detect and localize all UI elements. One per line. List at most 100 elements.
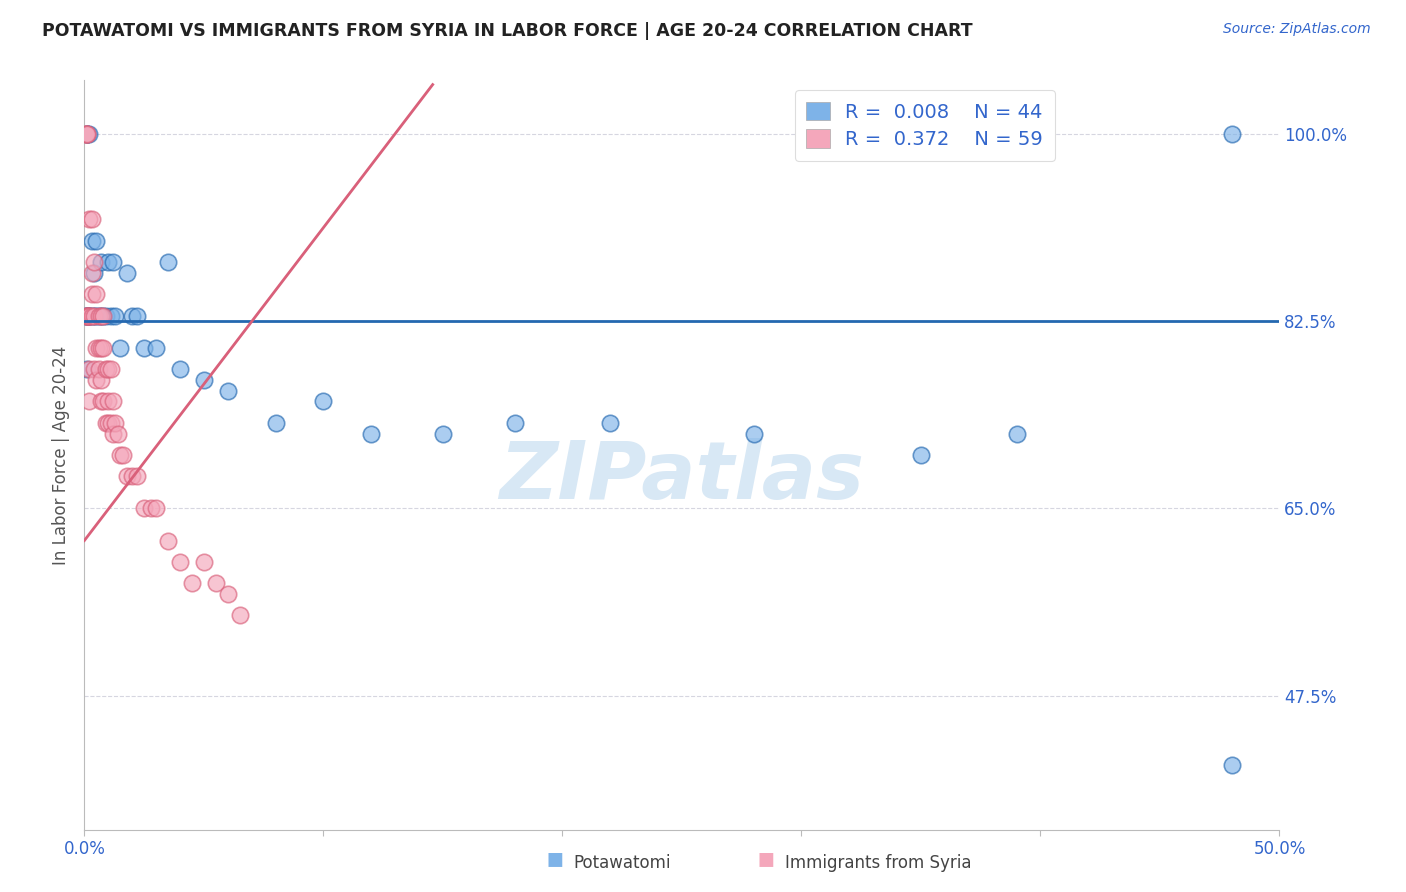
Point xyxy=(132,341,156,355)
Text: ZIPatlas: ZIPatlas xyxy=(499,438,865,516)
Text: POTAWATOMI VS IMMIGRANTS FROM SYRIA IN LABOR FORCE | AGE 20-24 CORRELATION CHART: POTAWATOMI VS IMMIGRANTS FROM SYRIA IN L… xyxy=(42,22,973,40)
Point xyxy=(87,309,110,323)
Point xyxy=(169,362,191,376)
Point xyxy=(77,127,100,141)
Point xyxy=(141,501,163,516)
Point xyxy=(76,309,98,323)
Point xyxy=(93,394,115,409)
Point xyxy=(264,416,287,430)
Point xyxy=(100,416,122,430)
Point xyxy=(742,426,765,441)
Text: Immigrants from Syria: Immigrants from Syria xyxy=(785,855,972,872)
Point xyxy=(111,448,134,462)
Point xyxy=(193,555,215,569)
Point xyxy=(121,469,143,483)
Point xyxy=(77,309,100,323)
Point xyxy=(80,309,103,323)
Point xyxy=(94,309,117,323)
Point xyxy=(75,309,97,323)
Point xyxy=(97,362,120,376)
Point xyxy=(83,362,105,376)
Point xyxy=(86,373,108,387)
Point xyxy=(75,127,97,141)
Legend: R =  0.008    N = 44, R =  0.372    N = 59: R = 0.008 N = 44, R = 0.372 N = 59 xyxy=(794,90,1054,161)
Point xyxy=(77,309,100,323)
Point xyxy=(86,287,108,301)
Point xyxy=(80,212,103,227)
Point xyxy=(90,309,112,323)
Point xyxy=(205,576,228,591)
Point xyxy=(169,555,191,569)
Point xyxy=(181,576,204,591)
Text: ▪: ▪ xyxy=(756,845,776,872)
Point xyxy=(77,309,100,323)
Point xyxy=(77,394,100,409)
Point xyxy=(93,309,115,323)
Point xyxy=(121,309,143,323)
Point xyxy=(86,341,108,355)
Point xyxy=(157,255,180,269)
Point xyxy=(76,127,98,141)
Point xyxy=(117,469,139,483)
Point xyxy=(87,309,110,323)
Point xyxy=(76,127,98,141)
Point xyxy=(76,309,98,323)
Point xyxy=(110,448,132,462)
Point xyxy=(217,384,239,398)
Text: Potawatomi: Potawatomi xyxy=(574,855,671,872)
Point xyxy=(145,341,167,355)
Point xyxy=(83,266,105,280)
Point xyxy=(94,362,117,376)
Point xyxy=(77,309,100,323)
Point xyxy=(1005,426,1028,441)
Point xyxy=(1220,758,1243,772)
Point xyxy=(90,309,112,323)
Point xyxy=(76,309,98,323)
Point xyxy=(229,608,252,623)
Point xyxy=(80,266,103,280)
Point xyxy=(110,341,132,355)
Point xyxy=(87,341,110,355)
Point xyxy=(101,426,124,441)
Point xyxy=(87,362,110,376)
Point xyxy=(125,469,148,483)
Point xyxy=(312,394,335,409)
Point xyxy=(77,212,100,227)
Point xyxy=(83,309,105,323)
Point xyxy=(107,426,129,441)
Point xyxy=(83,255,105,269)
Point xyxy=(101,394,124,409)
Point xyxy=(94,416,117,430)
Point xyxy=(97,394,120,409)
Point xyxy=(97,416,120,430)
Point xyxy=(80,309,103,323)
Point xyxy=(75,127,97,141)
Point xyxy=(80,234,103,248)
Point xyxy=(93,309,115,323)
Point xyxy=(599,416,621,430)
Point xyxy=(100,309,122,323)
Point xyxy=(432,426,454,441)
Point xyxy=(90,394,112,409)
Point xyxy=(76,127,98,141)
Point xyxy=(125,309,148,323)
Point xyxy=(1220,127,1243,141)
Point xyxy=(76,362,98,376)
Point xyxy=(86,234,108,248)
Point xyxy=(93,341,115,355)
Point xyxy=(503,416,526,430)
Point xyxy=(90,255,112,269)
Point xyxy=(76,309,98,323)
Point xyxy=(80,287,103,301)
Point xyxy=(76,309,98,323)
Point xyxy=(101,255,124,269)
Point xyxy=(145,501,167,516)
Y-axis label: In Labor Force | Age 20-24: In Labor Force | Age 20-24 xyxy=(52,345,70,565)
Point xyxy=(360,426,382,441)
Point xyxy=(132,501,156,516)
Point xyxy=(90,341,112,355)
Point xyxy=(100,362,122,376)
Point xyxy=(86,309,108,323)
Point xyxy=(104,309,127,323)
Text: ▪: ▪ xyxy=(546,845,565,872)
